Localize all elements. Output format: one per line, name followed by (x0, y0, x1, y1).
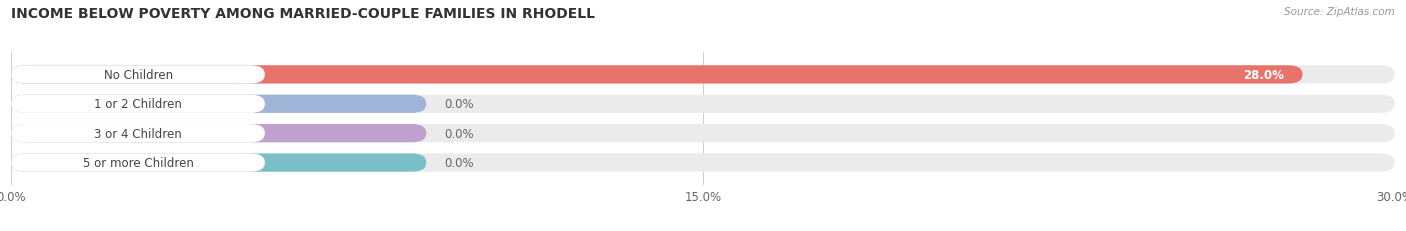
Text: 3 or 4 Children: 3 or 4 Children (94, 127, 181, 140)
FancyBboxPatch shape (11, 154, 426, 172)
Text: 0.0%: 0.0% (444, 127, 474, 140)
FancyBboxPatch shape (11, 95, 1395, 113)
FancyBboxPatch shape (11, 125, 264, 143)
FancyBboxPatch shape (11, 125, 1395, 143)
Text: 0.0%: 0.0% (444, 156, 474, 169)
FancyBboxPatch shape (11, 66, 1302, 84)
Text: Source: ZipAtlas.com: Source: ZipAtlas.com (1284, 7, 1395, 17)
FancyBboxPatch shape (11, 95, 426, 113)
FancyBboxPatch shape (11, 125, 426, 143)
Text: 1 or 2 Children: 1 or 2 Children (94, 98, 181, 111)
Text: 28.0%: 28.0% (1243, 69, 1284, 82)
Text: No Children: No Children (104, 69, 173, 82)
FancyBboxPatch shape (11, 154, 264, 172)
FancyBboxPatch shape (11, 66, 264, 84)
FancyBboxPatch shape (11, 154, 1395, 172)
FancyBboxPatch shape (11, 66, 1395, 84)
Text: INCOME BELOW POVERTY AMONG MARRIED-COUPLE FAMILIES IN RHODELL: INCOME BELOW POVERTY AMONG MARRIED-COUPL… (11, 7, 595, 21)
FancyBboxPatch shape (11, 95, 264, 113)
Text: 0.0%: 0.0% (444, 98, 474, 111)
Text: 5 or more Children: 5 or more Children (83, 156, 194, 169)
